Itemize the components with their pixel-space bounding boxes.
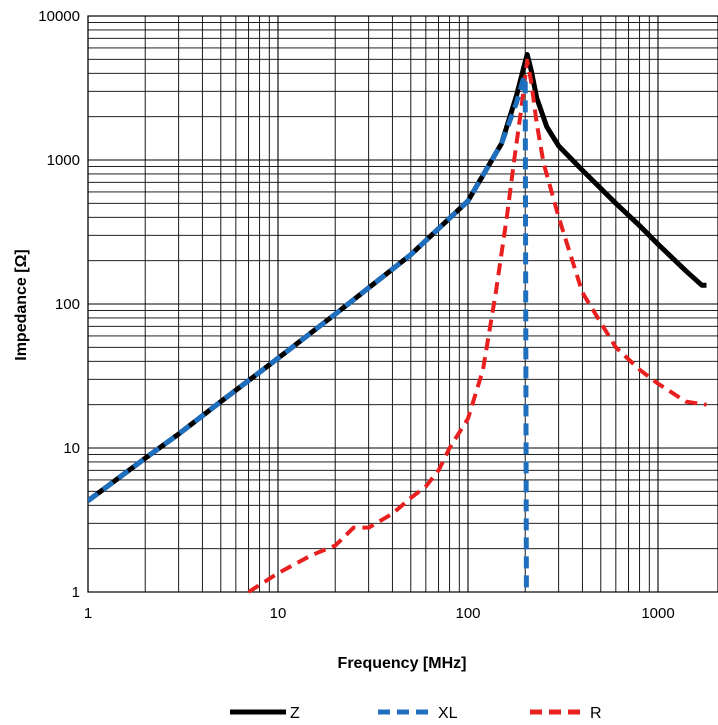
x-axis-title: Frequency [MHz]: [338, 655, 467, 672]
x-tick-label: 1: [84, 605, 92, 622]
legend-label-xl: XL: [438, 705, 458, 722]
legend-label-r: R: [590, 705, 602, 722]
legend: Z XL R: [230, 705, 602, 722]
x-tick-label: 10: [270, 605, 287, 622]
y-tick-label: 10000: [38, 8, 80, 25]
y-tick-label: 1: [72, 584, 80, 601]
x-tick-label: 100: [455, 605, 480, 622]
y-axis-title: Impedance [Ω]: [13, 249, 30, 361]
x-tick-label: 1000: [641, 605, 674, 622]
y-tick-label: 10: [63, 440, 80, 457]
plot-border: [87, 15, 718, 593]
y-tick-label: 1000: [47, 152, 80, 169]
legend-label-z: Z: [290, 705, 300, 722]
tick-labels: 1 10 100 1000 1 10 100 1000 10000: [38, 8, 674, 622]
series-line-r: [247, 58, 707, 594]
y-tick-label: 100: [55, 296, 80, 313]
series-layer: [88, 52, 707, 594]
series-line-xl: [88, 74, 529, 594]
